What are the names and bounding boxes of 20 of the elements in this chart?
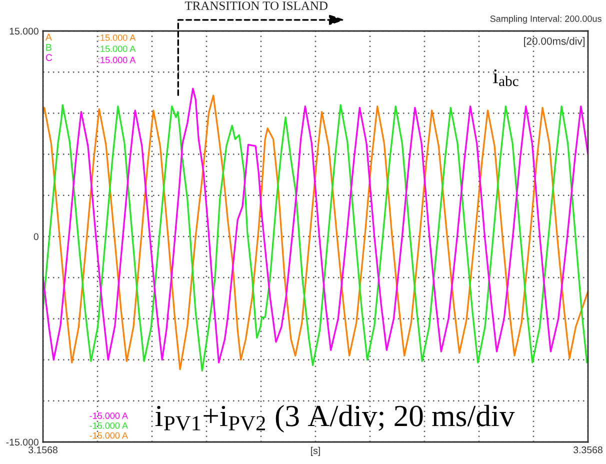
x-tick-label: 3.1568 (28, 446, 58, 454)
text: B (46, 44, 52, 51)
text: TRANSITION TO ISLAND (184, 2, 328, 10)
text: C (46, 54, 52, 62)
annotation: [20.00ms/div] (524, 37, 585, 47)
text: A (45, 34, 52, 40)
y-tick-label: 15.000 (10, 28, 38, 35)
y-tick-label: -15.000 (6, 438, 38, 446)
text: Sampling Interval: 200.00us (490, 15, 602, 24)
y-tick-label: 0 (34, 233, 38, 240)
annotation: i$_{abc}$ (493, 69, 518, 86)
annotation: i$_{PV1}$+i$_{PV2}$ (3 A/div; 20 ms/div (155, 404, 515, 433)
annotation: -15.000 A (90, 422, 128, 429)
x-tick-label: 3.3568 (574, 446, 602, 454)
x-axis-title: [s] (311, 446, 320, 456)
annotation: :15.000 A (98, 34, 136, 41)
annotation: -15.000 A (90, 412, 128, 419)
annotation: :15.000 A (98, 56, 136, 64)
annotation: -15.000 A (90, 432, 128, 439)
annotation: :15.000 A (98, 46, 136, 52)
